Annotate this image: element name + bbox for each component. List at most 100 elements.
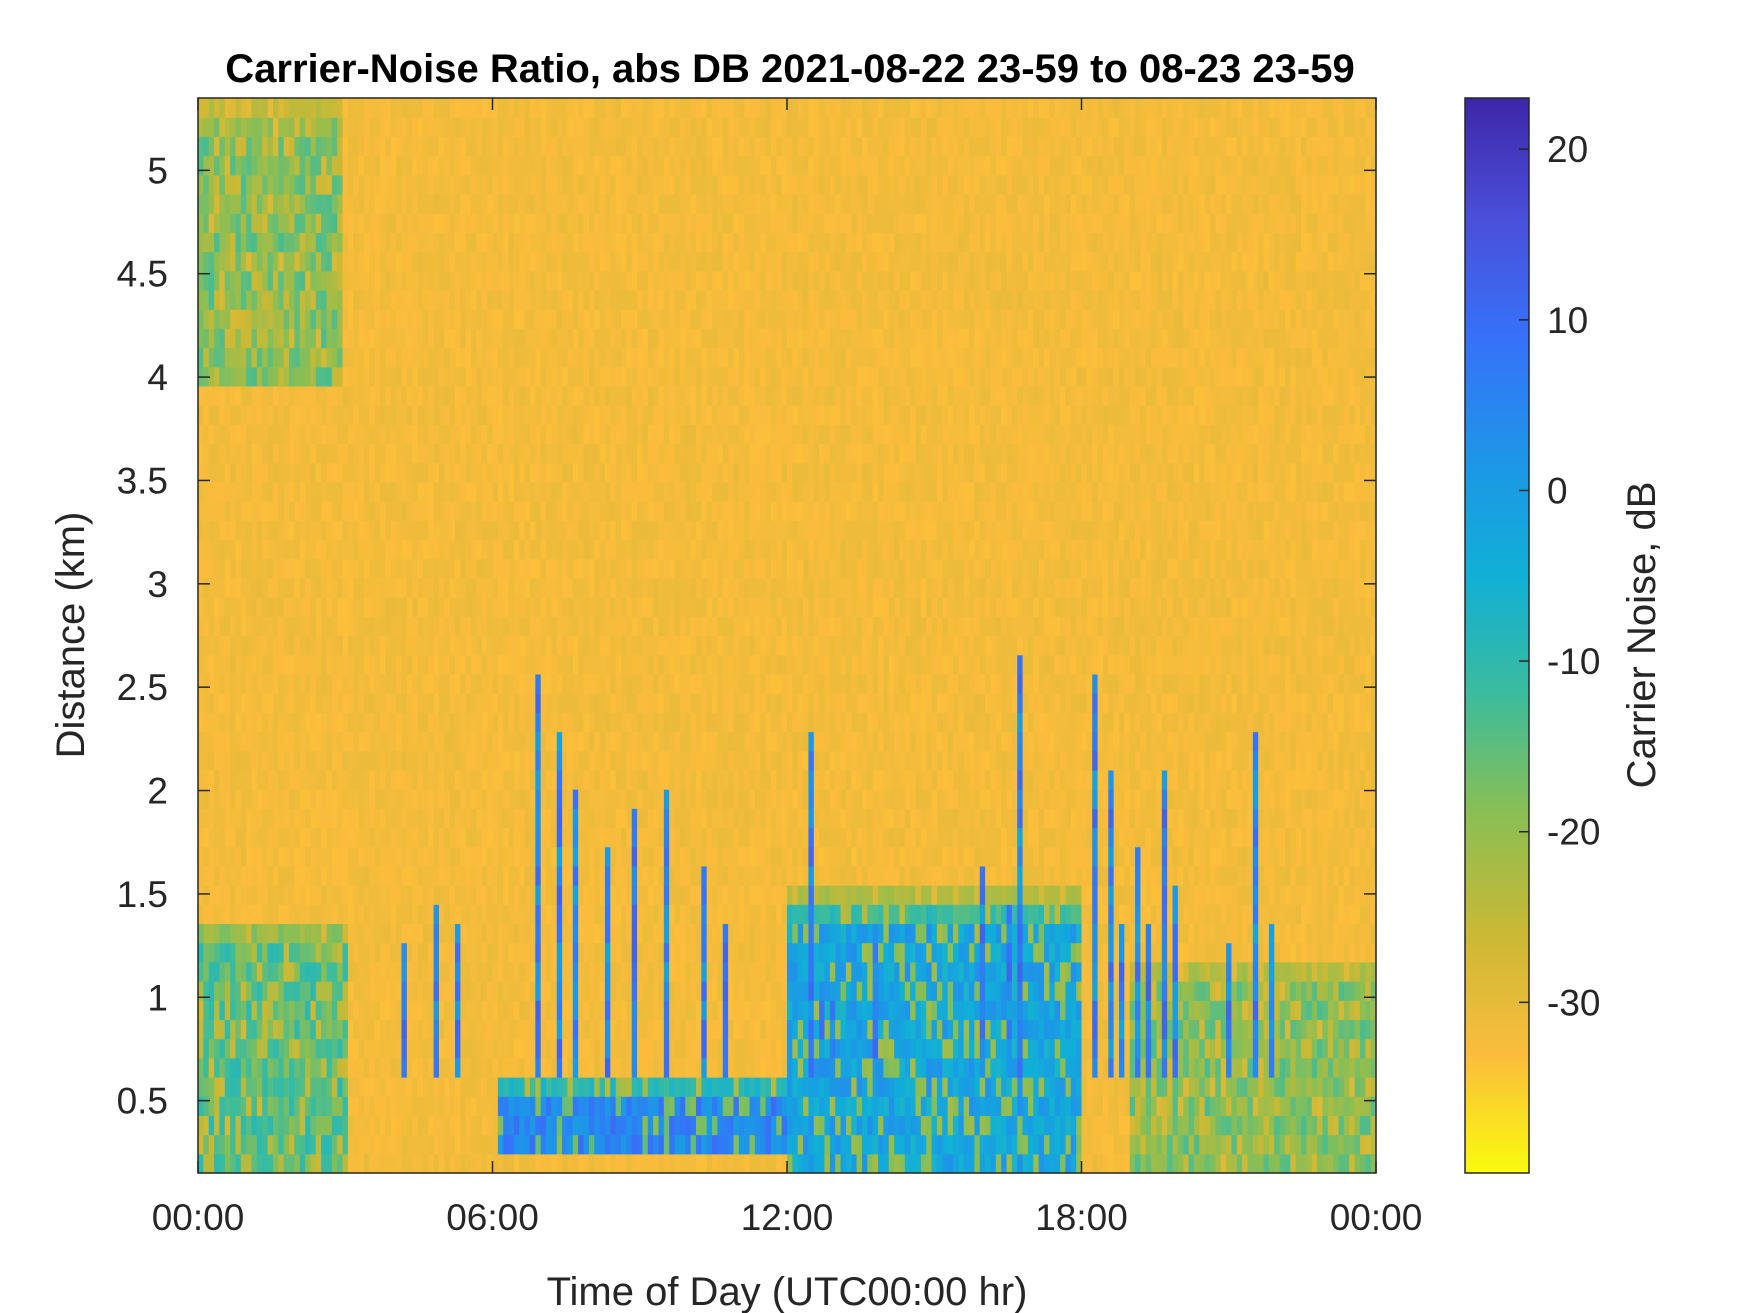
heatmap-cell [374, 481, 381, 502]
heatmap-cell [331, 309, 338, 329]
heatmap-cell [278, 1134, 285, 1155]
heatmap-cell [337, 136, 344, 157]
heatmap-cell [294, 693, 301, 713]
heatmap-cell [428, 117, 435, 137]
heatmap-cell [401, 193, 408, 214]
heatmap-cell [481, 808, 488, 829]
heatmap-cell [567, 1057, 574, 1078]
heatmap-cell [562, 193, 569, 214]
heatmap-cell [289, 577, 295, 598]
heatmap-cell [487, 654, 494, 675]
heatmap-cell [519, 117, 526, 137]
heatmap-cell [604, 1115, 611, 1136]
heatmap-cell [289, 904, 295, 925]
heatmap-cell [310, 328, 317, 349]
heatmap-cell [256, 155, 263, 176]
heatmap-cell [230, 213, 237, 233]
heatmap-cell [310, 750, 317, 771]
heatmap-cell [551, 251, 558, 272]
heatmap-cell [331, 789, 338, 809]
heatmap-cell [331, 501, 338, 521]
heatmap-cell [578, 904, 585, 925]
heatmap-cell [621, 136, 627, 157]
heatmap-cell [471, 385, 478, 406]
heatmap-cell [428, 385, 435, 406]
heatmap-cell [626, 1153, 633, 1174]
heatmap-cell [230, 904, 237, 925]
heatmap-cell [219, 923, 226, 944]
heatmap-cell [465, 385, 472, 406]
heatmap-cell [363, 750, 370, 771]
heatmap-cell [562, 309, 569, 329]
heatmap-cell [438, 270, 445, 291]
heatmap-cell [380, 769, 386, 790]
heatmap-cell [326, 1096, 333, 1117]
heatmap-cell [572, 424, 579, 445]
heatmap-cell [449, 654, 456, 675]
heatmap-cell [583, 961, 590, 982]
heatmap-cell [438, 193, 445, 214]
heatmap-cell [513, 501, 520, 521]
heatmap-cell [412, 654, 419, 675]
heatmap-cell [460, 865, 467, 886]
heatmap-cell [626, 750, 633, 771]
heatmap-cell [278, 731, 285, 752]
heatmap-cell [487, 635, 494, 656]
heatmap-cell [262, 1000, 269, 1021]
heatmap-cell [583, 270, 590, 291]
heatmap-cell [417, 1153, 424, 1174]
heatmap-cell [230, 405, 237, 425]
heatmap-cell [278, 1115, 285, 1136]
heatmap-cell [487, 712, 494, 733]
heatmap-cell [615, 1077, 622, 1097]
heatmap-cell [540, 808, 547, 829]
heatmap-cell [305, 1000, 312, 1021]
heatmap-cell [642, 1000, 649, 1021]
heatmap-cell [663, 577, 670, 598]
heatmap-cell [363, 654, 370, 675]
heatmap-cell [315, 501, 322, 521]
heatmap-cell [524, 232, 531, 253]
heatmap-cell [230, 232, 237, 253]
heatmap-cell [647, 1115, 654, 1136]
heatmap-cell [230, 193, 237, 214]
heatmap-cell [610, 769, 617, 790]
heatmap-cell [203, 1057, 210, 1078]
heatmap-cell [588, 289, 595, 310]
heatmap-cell [278, 827, 285, 848]
heatmap-cell [642, 405, 649, 425]
heatmap-cell [481, 289, 488, 310]
heatmap-cell [299, 1096, 306, 1117]
heatmap-cell [294, 827, 301, 848]
heatmap-cell [203, 1096, 210, 1117]
heatmap-cell [540, 865, 547, 886]
heatmap-cell [551, 731, 558, 752]
heatmap-cell [588, 328, 595, 349]
heatmap-cell [508, 481, 515, 502]
heatmap-cell [438, 827, 445, 848]
heatmap-cell [422, 462, 429, 483]
heatmap-cell [331, 712, 338, 733]
heatmap-cell [567, 136, 574, 157]
heatmap-cell [412, 1134, 419, 1155]
heatmap-cell [481, 712, 488, 733]
heatmap-cell [208, 213, 215, 233]
heatmap-cell [272, 251, 279, 272]
heatmap-cell [353, 904, 360, 925]
heatmap-cell [358, 174, 365, 195]
heatmap-cell [353, 731, 360, 752]
heatmap-cell [283, 1134, 290, 1155]
heatmap-cell [637, 1134, 644, 1155]
heatmap-cell [487, 616, 494, 637]
heatmap-cell [219, 846, 226, 867]
heatmap-cell [230, 289, 237, 310]
heatmap-cell [224, 1134, 231, 1155]
heatmap-cell [347, 923, 354, 944]
heatmap-cell [653, 309, 660, 329]
heatmap-cell [567, 635, 574, 656]
heatmap-cell [556, 885, 563, 905]
heatmap-cell [267, 750, 274, 771]
heatmap-cell [669, 1096, 676, 1117]
heatmap-cell [567, 155, 574, 176]
heatmap-cell [653, 193, 660, 214]
